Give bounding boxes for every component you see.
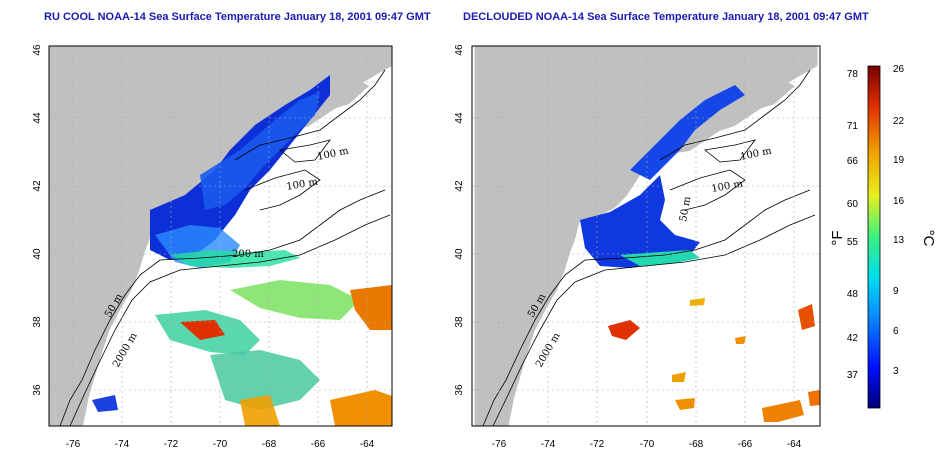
lon-tick-right: -72 (590, 439, 605, 450)
cb-f-tick: 71 (847, 121, 859, 132)
cb-f-tick: 55 (847, 237, 859, 248)
left-graticule (49, 46, 392, 426)
lon-tick-right: -74 (541, 439, 556, 450)
left-x-axis: -76 -74 -72 -70 -68 -66 -64 (66, 439, 375, 450)
temperature-colorbar: 78 71 66 60 55 48 42 37 26 22 19 16 13 9… (829, 64, 937, 409)
left-isobath-contours (59, 69, 391, 426)
isobath-label-200m-left: 200 m (232, 249, 264, 260)
cb-c-tick: 6 (893, 326, 899, 337)
lat-tick-left: 42 (32, 180, 43, 192)
cb-f-tick: 37 (847, 370, 859, 381)
lat-tick-right: 40 (454, 248, 465, 260)
lon-tick-right: -68 (689, 439, 704, 450)
lon-tick-left: -74 (115, 439, 130, 450)
lat-tick-left: 44 (32, 112, 43, 124)
cb-f-tick: 42 (847, 333, 859, 344)
colorbar-fahrenheit-ticks: 78 71 66 60 55 48 42 37 (847, 69, 859, 381)
cb-f-tick: 66 (847, 156, 859, 167)
left-panel-title: RU COOL NOAA-14 Sea Surface Temperature … (44, 11, 431, 23)
cb-c-tick: 22 (893, 116, 905, 127)
lon-tick-left: -72 (164, 439, 179, 450)
lat-tick-left: 36 (32, 384, 43, 396)
lat-tick-right: 36 (454, 384, 465, 396)
lon-tick-left: -70 (213, 439, 228, 450)
cb-c-tick: 13 (893, 235, 905, 246)
cb-f-tick: 60 (847, 199, 859, 210)
cb-c-tick: 19 (893, 155, 905, 166)
right-graticule (472, 46, 820, 426)
lat-tick-right: 42 (454, 180, 465, 192)
right-sst-field (580, 85, 820, 422)
cb-f-tick: 48 (847, 289, 859, 300)
colorbar-celsius-ticks: 26 22 19 16 13 9 6 3 (893, 64, 905, 377)
lat-tick-right: 38 (454, 316, 465, 328)
lon-tick-left: -64 (360, 439, 375, 450)
cb-c-tick: 9 (893, 286, 899, 297)
isobath-label-50m-right: 50 m (678, 195, 693, 222)
left-map-panel: 100 m 100 m 200 m 50 m 2000 m -76 -74 -7… (32, 44, 393, 450)
cb-f-tick: 78 (847, 69, 859, 80)
lon-tick-left: -66 (311, 439, 326, 450)
right-map-panel: 100 m 100 m 50 m 50 m 2000 m -76 -74 -72… (454, 44, 821, 450)
right-y-axis: 36 38 40 42 44 46 (454, 44, 465, 396)
cb-c-tick: 3 (893, 366, 899, 377)
lat-tick-right: 44 (454, 112, 465, 124)
left-y-axis: 36 38 40 42 44 46 (32, 44, 43, 396)
lon-tick-left: -76 (66, 439, 81, 450)
cb-c-tick: 16 (893, 196, 905, 207)
left-panel-frame (48, 45, 393, 427)
lat-tick-left: 46 (32, 44, 43, 56)
cb-c-tick: 26 (893, 64, 905, 75)
right-panel-title: DECLOUDED NOAA-14 Sea Surface Temperatur… (463, 11, 869, 23)
lon-tick-right: -64 (787, 439, 802, 450)
lon-tick-left: -68 (262, 439, 277, 450)
right-x-axis: -76 -74 -72 -70 -68 -66 -64 (492, 439, 802, 450)
colorbar-gradient (867, 65, 881, 409)
lon-tick-right: -66 (738, 439, 753, 450)
colorbar-unit-fahrenheit: °F (829, 230, 846, 245)
lat-tick-right: 46 (454, 44, 465, 56)
lat-tick-left: 40 (32, 248, 43, 260)
right-isobath-contours (482, 69, 816, 426)
left-sst-field (92, 75, 392, 426)
colorbar-unit-celsius: °C (920, 230, 937, 247)
lon-tick-right: -76 (492, 439, 507, 450)
lat-tick-left: 38 (32, 316, 43, 328)
lon-tick-right: -70 (640, 439, 655, 450)
right-panel-frame (471, 45, 821, 427)
